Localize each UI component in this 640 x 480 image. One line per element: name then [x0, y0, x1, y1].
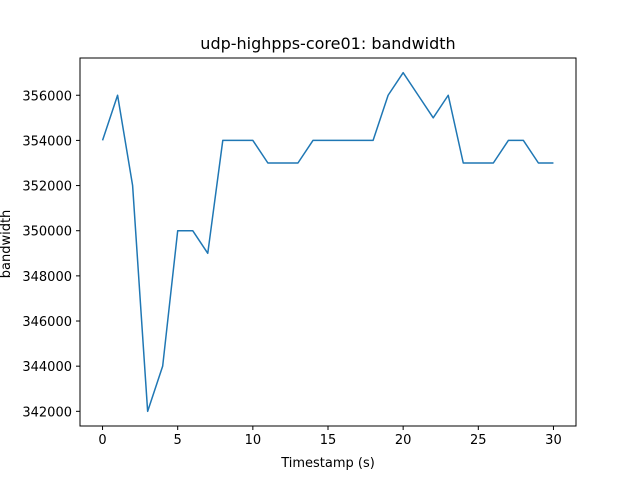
- x-axis-label: Timestamp (s): [280, 456, 375, 471]
- series-line-0: [101, 71, 554, 413]
- y-axis-label: bandwidth: [0, 210, 14, 279]
- x-tick-label: 0: [98, 433, 106, 448]
- chart-title: udp-highpps-core01: bandwidth: [200, 34, 455, 53]
- y-tick-label: 354000: [22, 134, 72, 149]
- plot-frame: [79, 57, 577, 427]
- plot-area: 0 5 10 15 20 25 30 342000 344000 346000 348000 3500…: [22, 57, 577, 448]
- y-tick-label: 342000: [22, 405, 72, 420]
- y-tick-label: 356000: [22, 89, 72, 104]
- y-tick-label: 348000: [22, 270, 72, 285]
- x-tick-label: 10: [245, 433, 262, 448]
- x-tick-label: 5: [174, 433, 182, 448]
- y-tick-label: 346000: [22, 315, 72, 330]
- x-tick-label: 15: [320, 433, 337, 448]
- y-tick-label: 352000: [22, 180, 72, 195]
- x-tick-label: 30: [545, 433, 562, 448]
- y-tick-label: 350000: [22, 225, 72, 240]
- x-tick-label: 20: [395, 433, 412, 448]
- x-tick-label: 25: [470, 433, 487, 448]
- y-tick-label: 344000: [22, 360, 72, 375]
